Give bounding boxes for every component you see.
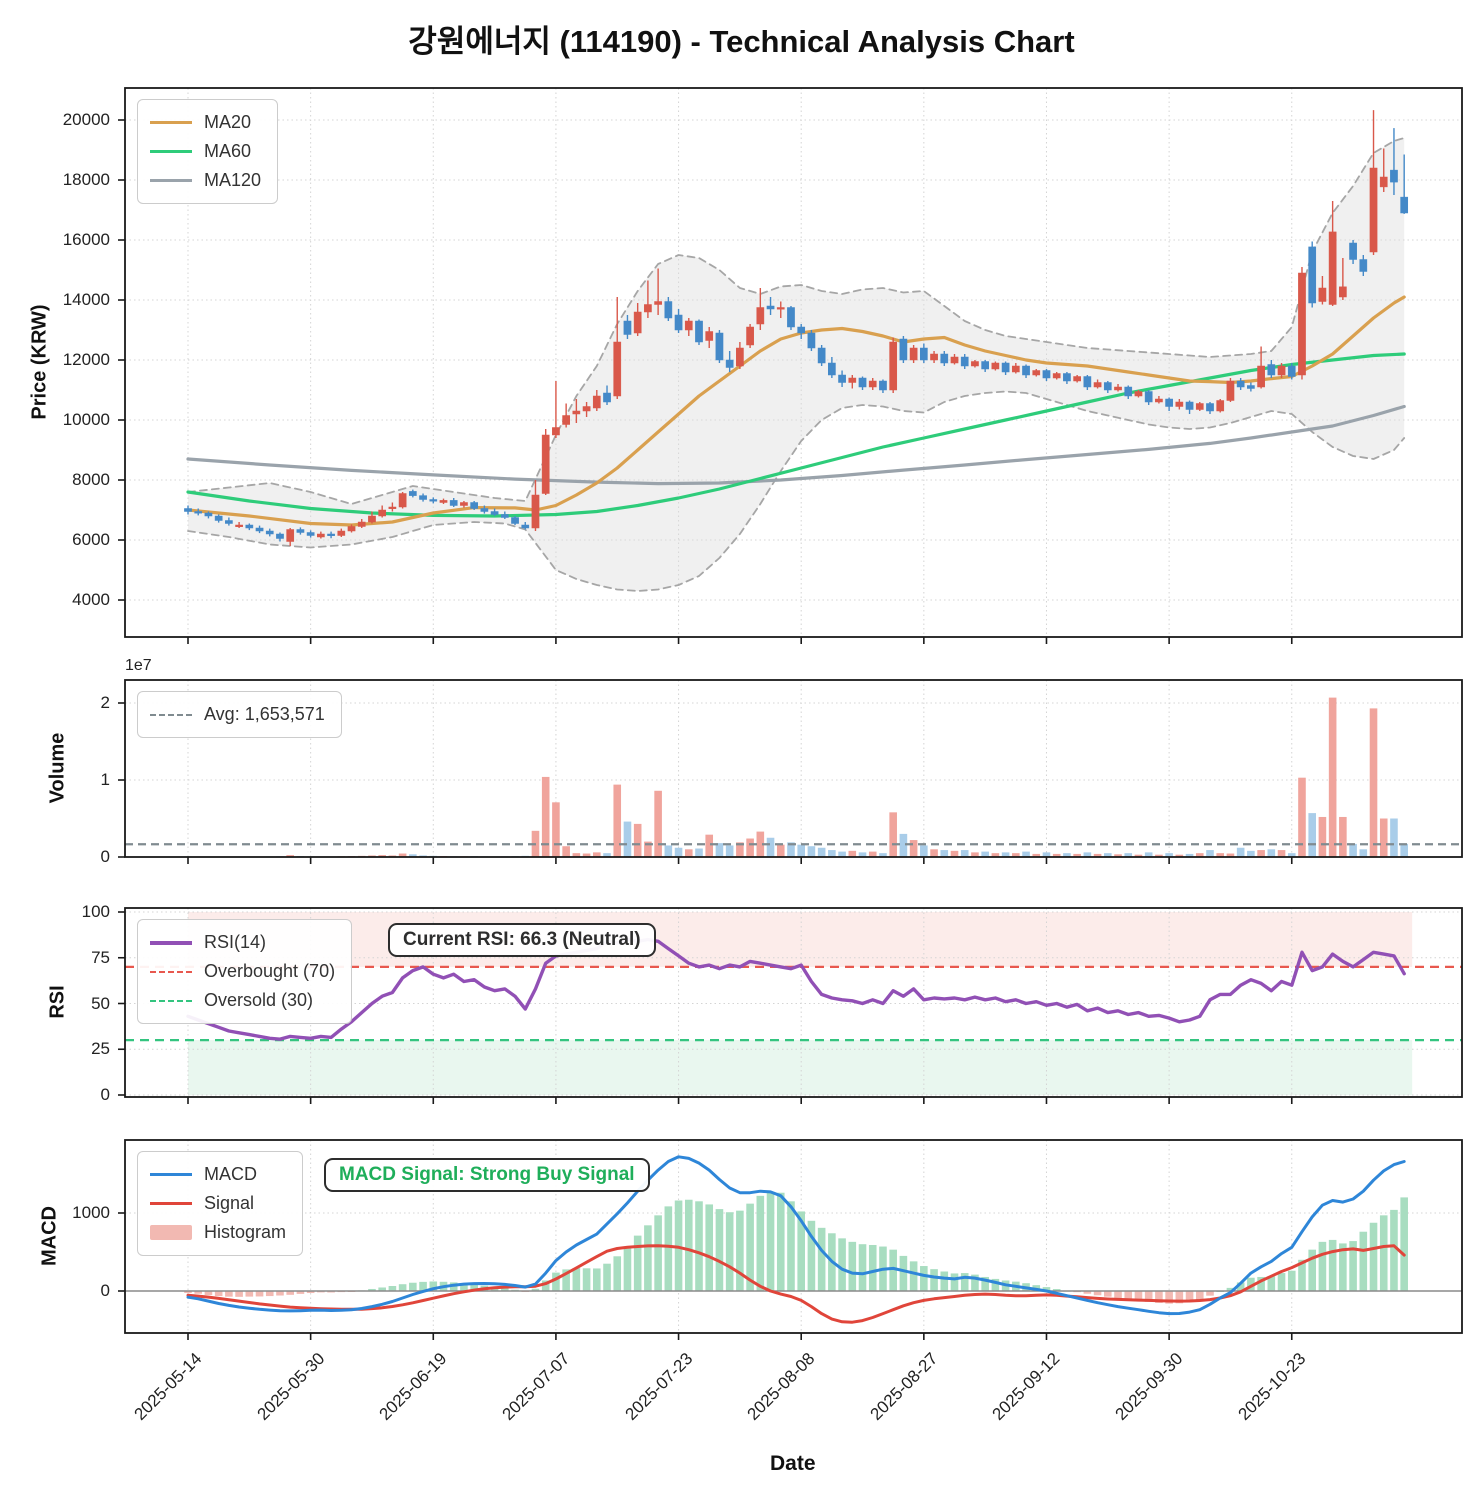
volume-ytick-0: 0 xyxy=(100,847,110,866)
price-ytick-8000: 8000 xyxy=(72,470,110,489)
macd-line-icon xyxy=(150,1173,192,1176)
legend-label: MACD xyxy=(204,1164,257,1184)
price-ytick-18000: 18000 xyxy=(62,170,110,189)
rsi-legend: RSI(14) Overbought (70) Oversold (30) xyxy=(137,919,353,1024)
volume-scale-offset: 1e7 xyxy=(125,657,152,674)
bollinger-band-fill xyxy=(188,138,1405,591)
legend-item-signal: Signal xyxy=(150,1189,286,1218)
rsi-ytick-100: 100 xyxy=(81,902,110,921)
rsi-ytick-75: 75 xyxy=(91,947,110,967)
macd-ytick-0: 0 xyxy=(100,1281,110,1300)
histogram-patch-icon xyxy=(150,1225,192,1240)
candles xyxy=(184,110,1409,546)
legend-label: Oversold (30) xyxy=(204,990,314,1010)
avg-dashed-line-icon xyxy=(150,713,192,716)
date-axis-label: Date xyxy=(770,1452,816,1475)
macd-histogram xyxy=(184,1191,1408,1304)
overbought-zone xyxy=(188,912,1413,967)
signal-line-icon xyxy=(150,1202,192,1205)
volume-ytick-1: 1 xyxy=(100,770,110,789)
legend-label: MA20 xyxy=(204,112,252,132)
oversold-zone xyxy=(188,1040,1413,1095)
volume-ytick-2: 2 xyxy=(100,693,110,712)
legend-item-ma60: MA60 xyxy=(150,137,261,166)
price-ytick-16000: 16000 xyxy=(62,230,110,249)
rsi-ytick-25: 25 xyxy=(91,1039,110,1059)
rsi-ytick-50: 50 xyxy=(91,993,110,1013)
ma20-line-icon xyxy=(150,121,192,124)
price-ytick-20000: 20000 xyxy=(62,110,110,129)
legend-item-rsi: RSI(14) xyxy=(150,928,335,957)
macd-panel xyxy=(118,1139,1463,1340)
volume-legend: Avg: 1,653,571 xyxy=(137,691,342,738)
legend-label: MA60 xyxy=(204,141,252,161)
legend-label: Avg: 1,653,571 xyxy=(204,704,325,724)
price-ytick-6000: 6000 xyxy=(72,530,110,549)
legend-label: MA120 xyxy=(204,170,262,190)
legend-item-ma20: MA20 xyxy=(150,108,261,137)
price-ytick-12000: 12000 xyxy=(62,350,110,369)
chart-title: 강원에너지 (114190) - Technical Analysis Char… xyxy=(408,24,1075,59)
macd-ytick-1000: 1000 xyxy=(72,1203,110,1222)
legend-item-macd: MACD xyxy=(150,1160,286,1189)
oversold-dashed-line-icon xyxy=(150,999,192,1002)
legend-item-avg: Avg: 1,653,571 xyxy=(150,700,325,729)
legend-label: Histogram xyxy=(204,1222,287,1242)
legend-item-oversold: Oversold (30) xyxy=(150,986,335,1015)
volume-panel xyxy=(118,679,1463,864)
price-ytick-14000: 14000 xyxy=(62,290,110,309)
ma60-line-icon xyxy=(150,150,192,153)
legend-label: RSI(14) xyxy=(204,932,267,952)
macd-legend: MACD Signal Histogram xyxy=(137,1151,304,1256)
price-ytick-10000: 10000 xyxy=(62,410,110,429)
price-legend: MA20 MA60 MA120 xyxy=(137,99,279,204)
legend-item-ma120: MA120 xyxy=(150,166,261,195)
macd-annotation: MACD Signal: Strong Buy Signal xyxy=(324,1158,650,1192)
ma120-line-icon xyxy=(150,179,192,182)
rsi-line-icon xyxy=(150,940,192,945)
legend-item-histogram: Histogram xyxy=(150,1218,286,1247)
price-panel xyxy=(118,87,1463,644)
price-ytick-4000: 4000 xyxy=(72,590,110,609)
legend-label: Signal xyxy=(204,1193,255,1213)
overbought-dashed-line-icon xyxy=(150,970,192,973)
volume-axis-label: Volume xyxy=(46,732,69,804)
legend-item-overbought: Overbought (70) xyxy=(150,957,335,986)
legend-label: Overbought (70) xyxy=(204,961,336,981)
rsi-ytick-0: 0 xyxy=(100,1085,110,1104)
rsi-annotation: Current RSI: 66.3 (Neutral) xyxy=(388,923,656,957)
